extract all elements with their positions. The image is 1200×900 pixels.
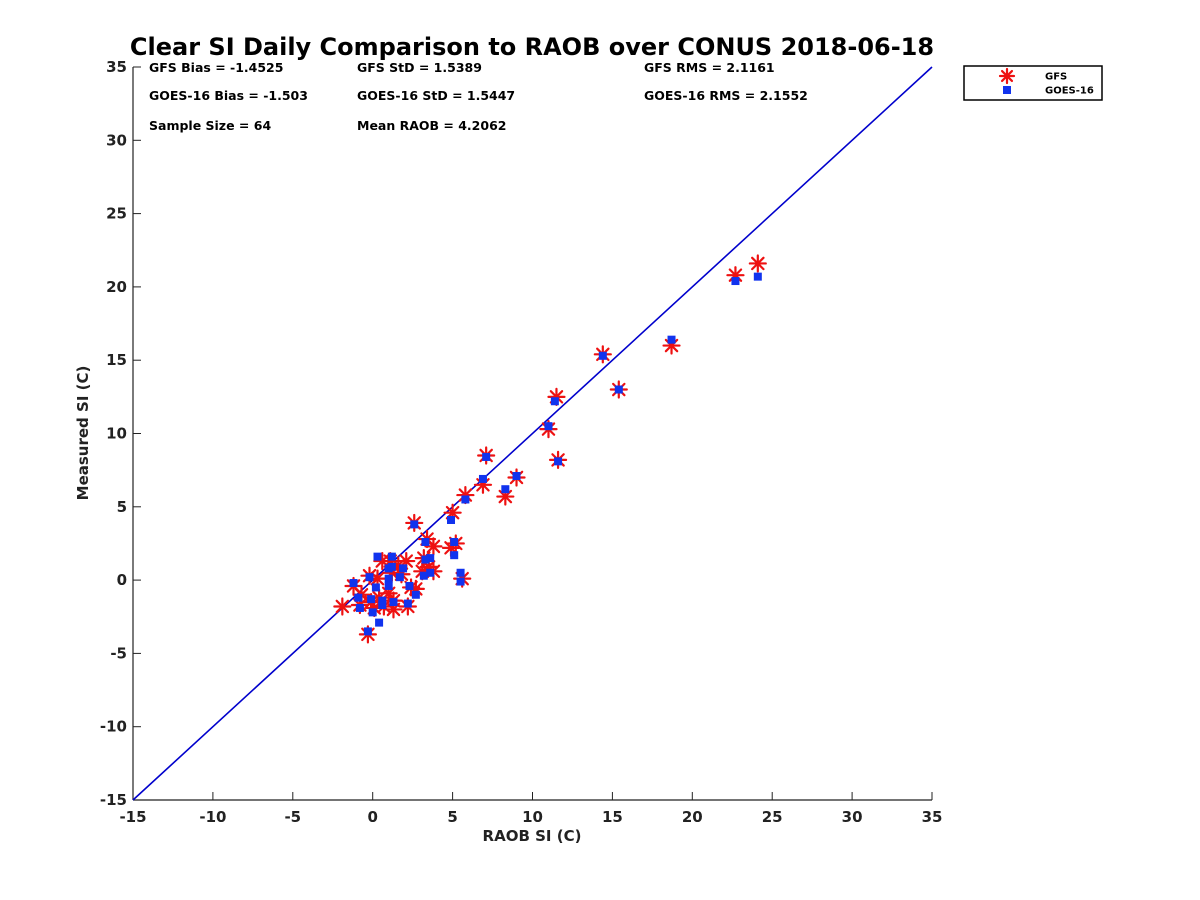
goes-16-point	[411, 590, 420, 599]
stat-annotation: GFS RMS = 2.1161	[644, 60, 775, 75]
goes-16-point	[403, 599, 412, 608]
goes-16-point	[478, 474, 487, 483]
goes-16-point	[450, 537, 459, 546]
y-tick-label: 30	[106, 131, 127, 149]
legend: GFS GOES-16	[963, 65, 1103, 101]
goes-16-point	[421, 555, 430, 564]
goes-16-point	[355, 603, 364, 612]
goes-16-point	[456, 577, 465, 586]
goes-16-point	[426, 554, 435, 563]
goes-16-point	[378, 601, 387, 610]
goes-16-point	[363, 627, 372, 636]
y-tick-label: -5	[110, 644, 127, 662]
goes-16-point	[554, 457, 563, 466]
goes-16-point	[405, 581, 414, 590]
stat-annotation: GOES-16 StD = 1.5447	[357, 88, 515, 103]
stat-annotation: Mean RAOB = 4.2062	[357, 118, 506, 133]
stat-annotation: GFS StD = 1.5389	[357, 60, 482, 75]
goes-16-point	[614, 385, 623, 394]
x-axis-label: RAOB SI (C)	[483, 827, 582, 845]
x-tick-label: 15	[602, 808, 623, 826]
goes-16-point	[410, 520, 419, 529]
y-tick-label: -15	[100, 791, 127, 809]
goes-16-point	[375, 618, 384, 627]
y-tick-label: 15	[106, 351, 127, 369]
goes-16-point	[387, 552, 396, 561]
one-to-one-line	[132, 66, 933, 801]
goes-16-point	[419, 571, 428, 580]
y-tick-label: 20	[106, 278, 127, 296]
x-tick-label: 35	[922, 808, 943, 826]
y-tick-label: 25	[106, 205, 127, 223]
goes-16-point	[456, 568, 465, 577]
gfs-point	[748, 254, 767, 273]
legend-goes-16-marker	[1003, 86, 1011, 94]
goes-16-point	[368, 608, 377, 617]
axes: -15 -10 -5 0 5 10 15 20 25 30 35 -15 -10 -5 0 5 10 15 20 25…	[100, 58, 943, 826]
x-tick-label: 5	[447, 808, 457, 826]
x-tick-label: 20	[682, 808, 703, 826]
gfs-point	[333, 597, 352, 616]
legend-gfs-label: GFS	[1045, 72, 1067, 83]
y-tick-label: 35	[106, 58, 127, 76]
chart-title: Clear SI Daily Comparison to RAOB over C…	[130, 33, 934, 61]
goes-16-point	[373, 552, 382, 561]
goes-16-point	[378, 596, 387, 605]
goes-16-point	[349, 579, 358, 588]
goes-16-point	[501, 485, 510, 494]
goes-16-point	[387, 562, 396, 571]
stat-annotation: GOES-16 Bias = -1.503	[149, 88, 308, 103]
goes-16-point	[395, 573, 404, 582]
goes-16-point	[365, 573, 374, 582]
goes-16-point	[447, 515, 456, 524]
goes-16-point	[482, 452, 491, 461]
x-tick-label: 30	[842, 808, 863, 826]
stats-annotations: GFS Bias = -1.4525 GFS StD = 1.5389 GFS RM…	[149, 60, 808, 133]
goes-16-point	[753, 272, 762, 281]
data-points	[333, 254, 767, 644]
legend-box	[963, 65, 1103, 101]
stat-annotation: GFS Bias = -1.4525	[149, 60, 283, 75]
x-tick-label: 25	[762, 808, 783, 826]
goes-16-point	[421, 537, 430, 546]
y-tick-label: -10	[100, 718, 127, 736]
goes-16-point	[426, 568, 435, 577]
goes-16-point	[461, 495, 470, 504]
y-tick-label: 5	[117, 498, 127, 516]
goes-16-point	[544, 422, 553, 431]
stat-annotation: Sample Size = 64	[149, 118, 271, 133]
stat-annotation: GOES-16 RMS = 2.1552	[644, 88, 808, 103]
goes-16-point	[731, 277, 740, 286]
goes-16-point	[389, 598, 398, 607]
goes-16-point	[384, 574, 393, 583]
x-tick-label: -10	[199, 808, 226, 826]
gfs-point	[424, 537, 443, 556]
goes-16-point	[598, 351, 607, 360]
goes-16-point	[354, 593, 363, 602]
y-axis-label: Measured SI (C)	[74, 366, 92, 501]
goes-16-point	[371, 583, 380, 592]
x-tick-label: 10	[522, 808, 543, 826]
y-tick-label: 10	[106, 425, 127, 443]
x-tick-label: -5	[284, 808, 301, 826]
x-tick-label: -15	[119, 808, 146, 826]
goes-16-point	[384, 581, 393, 590]
goes-16-point	[512, 472, 521, 481]
goes-16-point	[667, 335, 676, 344]
legend-gfs-marker	[998, 67, 1016, 85]
goes-16-point	[367, 595, 376, 604]
y-tick-label: 0	[117, 571, 127, 589]
goes-16-point	[550, 397, 559, 406]
goes-16-point	[399, 564, 408, 573]
x-tick-label: 0	[367, 808, 377, 826]
legend-goes-16-label: GOES-16	[1045, 86, 1094, 97]
goes-16-point	[450, 551, 459, 560]
